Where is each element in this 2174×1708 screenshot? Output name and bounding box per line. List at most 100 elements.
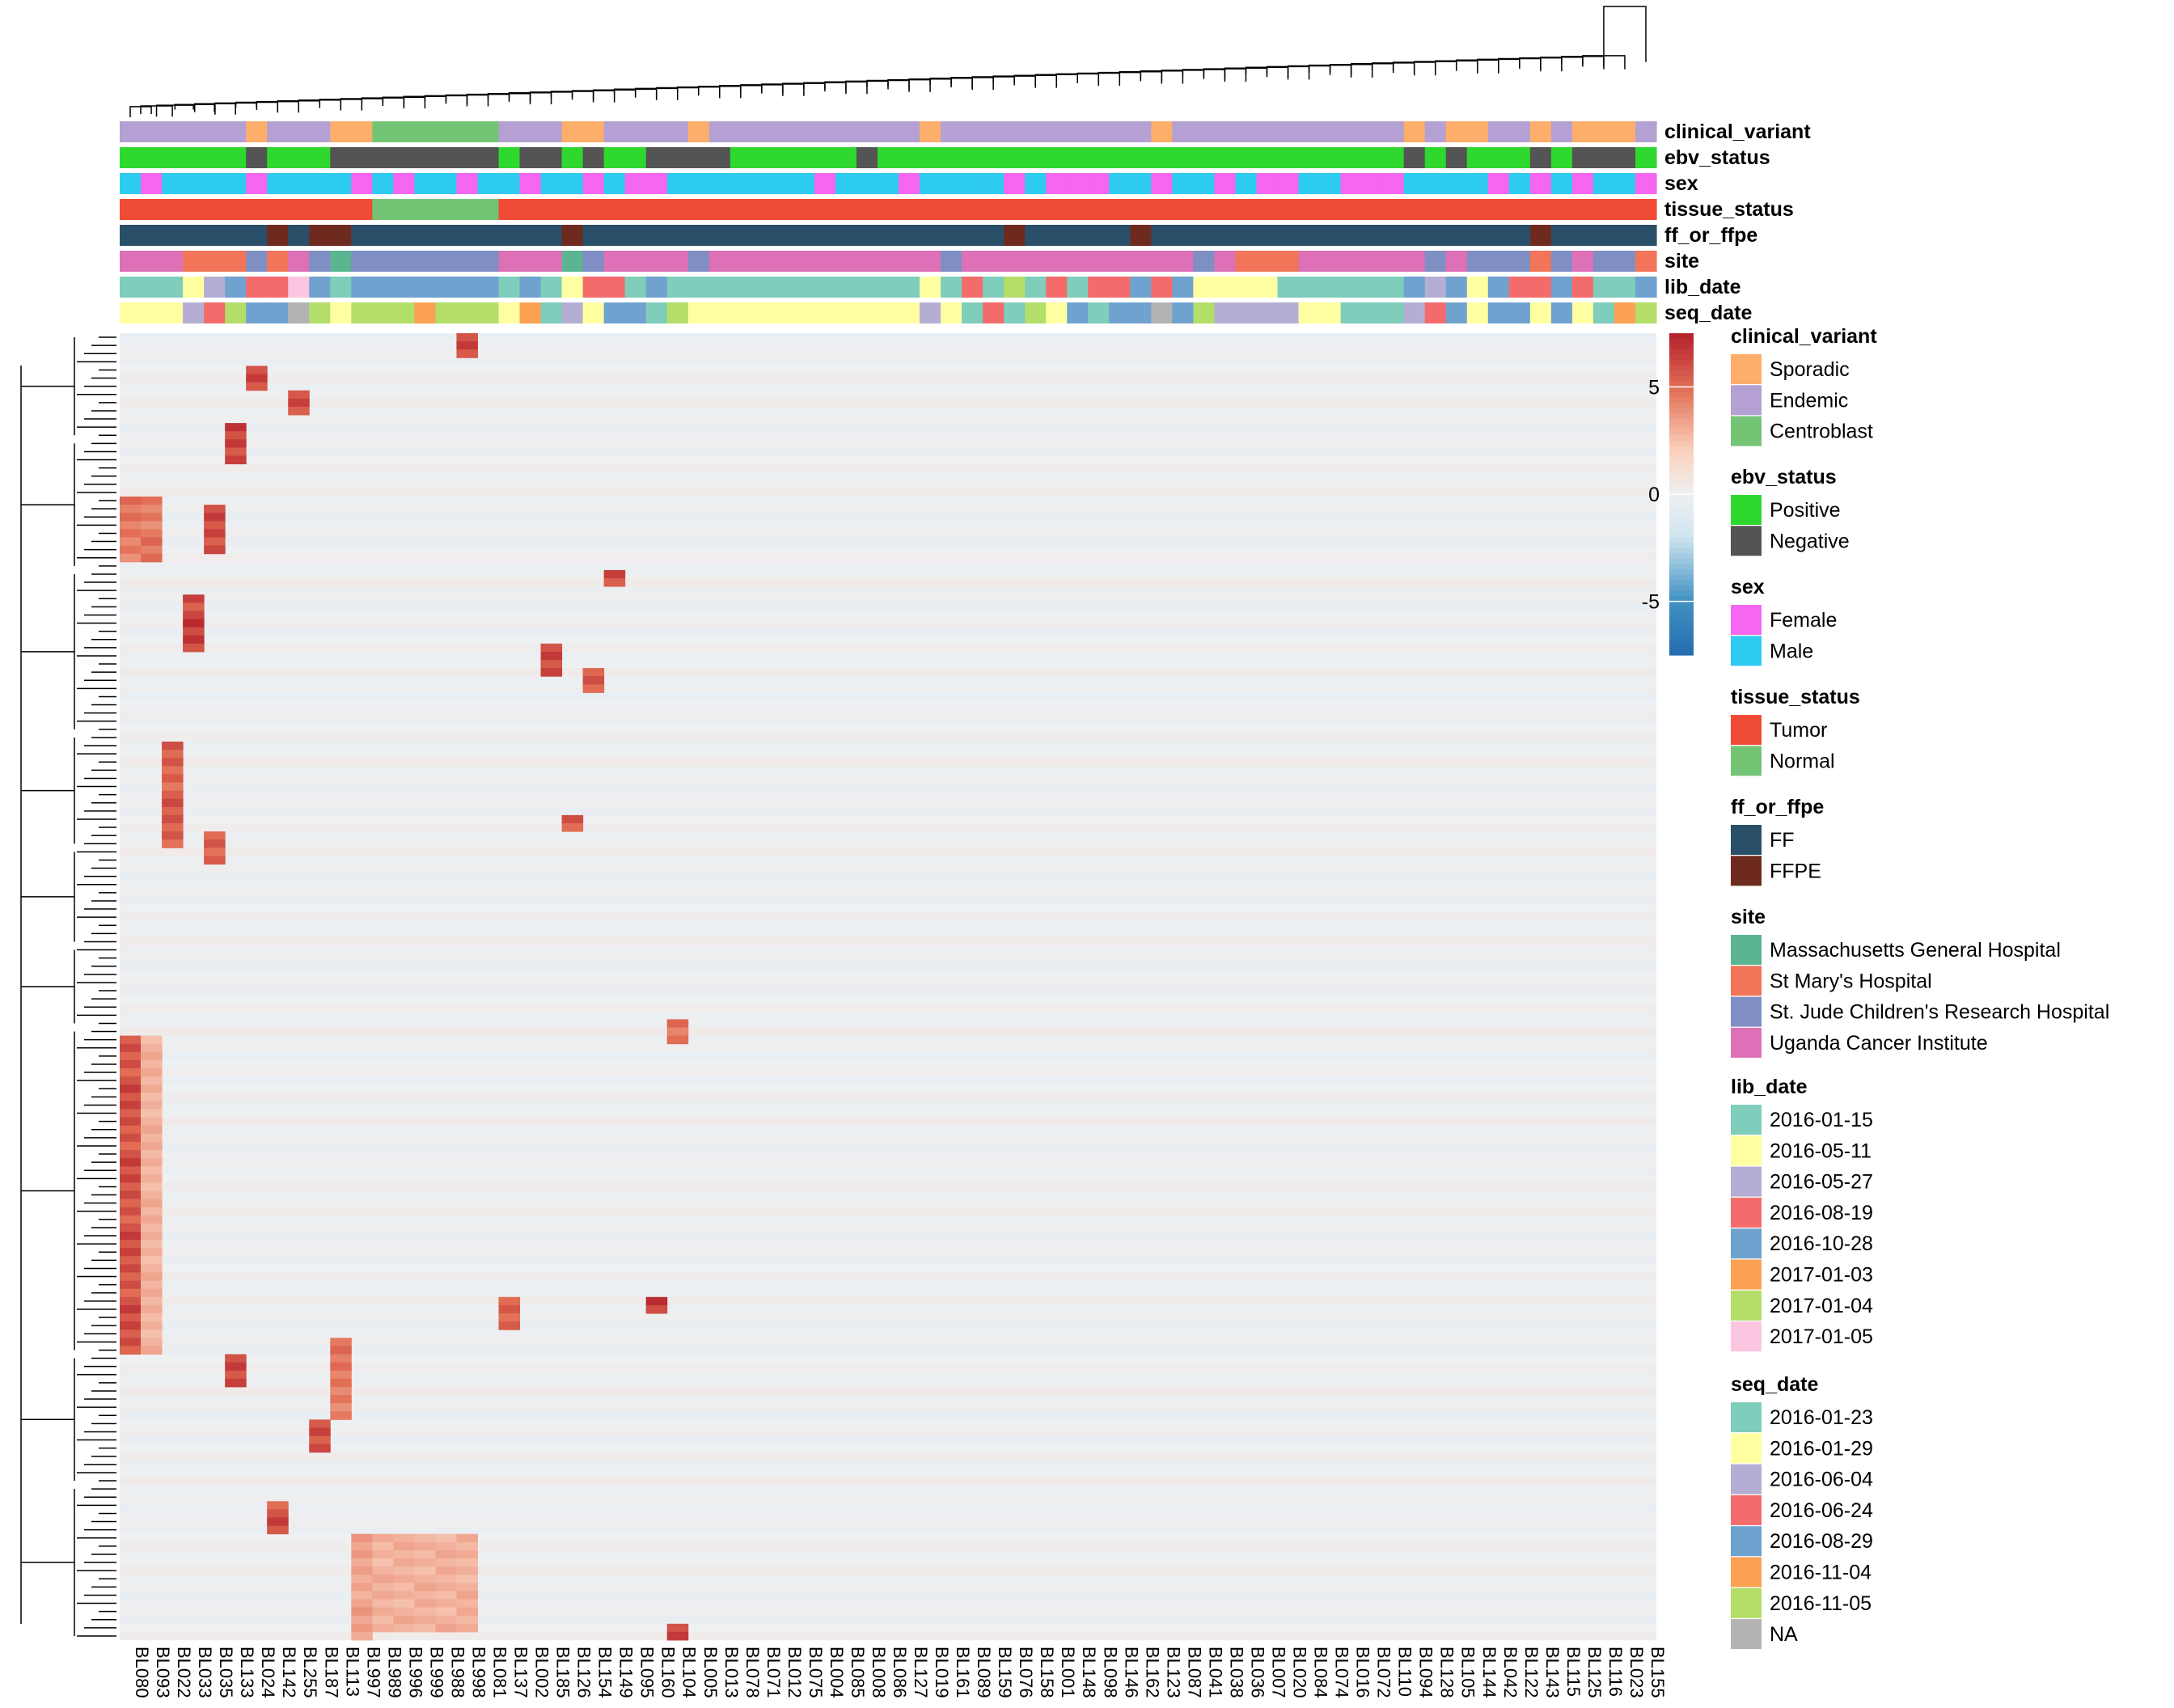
heatmap-cell-bl093 bbox=[141, 513, 163, 522]
heatmap-cell-bl149 bbox=[603, 578, 626, 587]
annotation-cell-clinical-variant bbox=[1487, 121, 1510, 142]
heatmap-cell-bl024 bbox=[246, 366, 268, 374]
annotation-cell-lib-date bbox=[1319, 277, 1342, 298]
annotation-cell-ebv-status bbox=[666, 147, 689, 168]
annotation-cell-seq-date bbox=[267, 302, 289, 323]
heatmap-cell-bl080 bbox=[120, 1304, 142, 1314]
heatmap-cell-bl989 bbox=[372, 1566, 394, 1575]
heatmap-cell-bl113 bbox=[330, 1338, 352, 1347]
annotation-cell-ebv-status bbox=[540, 147, 563, 168]
annotation-cell-clinical-variant bbox=[1508, 121, 1531, 142]
annotation-cell-ff-or-ffpe bbox=[1067, 225, 1089, 246]
annotation-cell-clinical-variant bbox=[120, 121, 142, 142]
annotation-cell-sex bbox=[582, 173, 605, 194]
sample-label: BL989 bbox=[384, 1647, 404, 1698]
annotation-cell-seq-date bbox=[1172, 302, 1194, 323]
heatmap-cell-bl997 bbox=[351, 1533, 373, 1543]
heatmap-cell-bl093 bbox=[141, 1280, 163, 1290]
annotation-cell-tissue-status bbox=[814, 199, 836, 220]
sample-label: BL007 bbox=[1268, 1647, 1288, 1698]
annotation-cell-ff-or-ffpe bbox=[1571, 225, 1594, 246]
heatmap-cell-bl080 bbox=[120, 497, 142, 505]
annotation-cell-site bbox=[1319, 251, 1342, 272]
heatmap-row-band bbox=[120, 513, 1656, 522]
heatmap-cell-bl080 bbox=[120, 1223, 142, 1232]
annotation-cell-tissue-status bbox=[666, 199, 689, 220]
annotation-cell-tissue-status bbox=[1529, 199, 1552, 220]
annotation-cell-site bbox=[393, 251, 415, 272]
heatmap-row-band bbox=[120, 676, 1656, 685]
annotation-cell-lib-date bbox=[877, 277, 899, 298]
heatmap-cell-bl093 bbox=[141, 1051, 163, 1061]
annotation-cell-ebv-status bbox=[330, 147, 352, 168]
heatmap-cell-bl998 bbox=[456, 1533, 478, 1543]
annotation-cell-tissue-status bbox=[183, 199, 205, 220]
annotation-label-ebv-status: ebv_status bbox=[1664, 146, 1770, 169]
annotation-cell-lib-date bbox=[645, 277, 668, 298]
annotation-cell-site bbox=[1382, 251, 1405, 272]
legend-swatch-ebv-status bbox=[1731, 495, 1762, 525]
heatmap-cell-bl104 bbox=[666, 1035, 689, 1045]
heatmap-cell-bl093 bbox=[141, 1232, 163, 1241]
heatmap-cell-bl104 bbox=[666, 1019, 689, 1028]
annotation-cell-tissue-status bbox=[498, 199, 521, 220]
sample-label: BL160 bbox=[658, 1647, 679, 1698]
heatmap-cell-bl080 bbox=[120, 1084, 142, 1093]
legend-swatch-clinical-variant bbox=[1731, 385, 1762, 416]
heatmap-row-band bbox=[120, 1093, 1656, 1101]
annotation-cell-site bbox=[330, 251, 352, 272]
heatmap-cell-bl996 bbox=[393, 1607, 415, 1617]
annotation-cell-ebv-status bbox=[1130, 147, 1152, 168]
sample-label: BL093 bbox=[153, 1647, 173, 1698]
heatmap-row-band bbox=[120, 1256, 1656, 1265]
heatmap-cell-bl093 bbox=[141, 1117, 163, 1127]
heatmap-cell-bl998 bbox=[456, 349, 478, 358]
annotation-cell-sex bbox=[1298, 173, 1321, 194]
annotation-cell-ebv-status bbox=[1151, 147, 1173, 168]
annotation-cell-sex bbox=[624, 173, 647, 194]
annotation-cell-ff-or-ffpe bbox=[1172, 225, 1194, 246]
sample-label: BL113 bbox=[342, 1647, 362, 1697]
annotation-cell-clinical-variant bbox=[899, 121, 920, 142]
heatmap-cell-bl093 bbox=[141, 1059, 163, 1069]
heatmap-cell-bl998 bbox=[456, 333, 478, 342]
legend-label: St. Jude Children's Research Hospital bbox=[1770, 1001, 2109, 1024]
annotation-cell-seq-date bbox=[899, 302, 920, 323]
annotation-cell-seq-date bbox=[645, 302, 668, 323]
annotation-cell-site bbox=[435, 251, 458, 272]
sample-label: BL126 bbox=[574, 1647, 594, 1698]
annotation-cell-ebv-status bbox=[772, 147, 794, 168]
annotation-cell-sex bbox=[477, 173, 500, 194]
colorbar-segment bbox=[1669, 360, 1694, 366]
heatmap-row-band bbox=[120, 1533, 1656, 1543]
legend-swatch-seq-date bbox=[1731, 1433, 1762, 1464]
colorbar-segment bbox=[1669, 472, 1694, 479]
annotation-cell-lib-date bbox=[1214, 277, 1237, 298]
annotation-cell-lib-date bbox=[687, 277, 710, 298]
heatmap-row-band bbox=[120, 505, 1656, 514]
annotation-cell-ebv-status bbox=[708, 147, 731, 168]
sample-label: BL105 bbox=[1458, 1647, 1478, 1698]
annotation-cell-ff-or-ffpe bbox=[666, 225, 689, 246]
heatmap-cell-bl093 bbox=[141, 1330, 163, 1338]
annotation-cell-clinical-variant bbox=[877, 121, 899, 142]
annotation-cell-sex bbox=[414, 173, 437, 194]
colorbar-segment bbox=[1669, 607, 1694, 613]
heatmap-row-band bbox=[120, 521, 1656, 530]
annotation-cell-tissue-status bbox=[1298, 199, 1321, 220]
annotation-cell-seq-date bbox=[1193, 302, 1216, 323]
annotation-cell-ebv-status bbox=[730, 147, 752, 168]
annotation-cell-clinical-variant bbox=[708, 121, 731, 142]
annotation-cell-sex bbox=[1151, 173, 1173, 194]
annotation-cell-tissue-status bbox=[582, 199, 605, 220]
legend-swatch-site bbox=[1731, 1027, 1762, 1058]
sample-label: BL012 bbox=[785, 1647, 805, 1698]
annotation-cell-lib-date bbox=[477, 277, 500, 298]
annotation-cell-tissue-status bbox=[1466, 199, 1489, 220]
sample-label: BL080 bbox=[132, 1647, 152, 1698]
annotation-cell-ff-or-ffpe bbox=[1193, 225, 1216, 246]
annotation-cell-tissue-status bbox=[708, 199, 731, 220]
annotation-cell-ebv-status bbox=[372, 147, 394, 168]
annotation-cell-tissue-status bbox=[983, 199, 1005, 220]
